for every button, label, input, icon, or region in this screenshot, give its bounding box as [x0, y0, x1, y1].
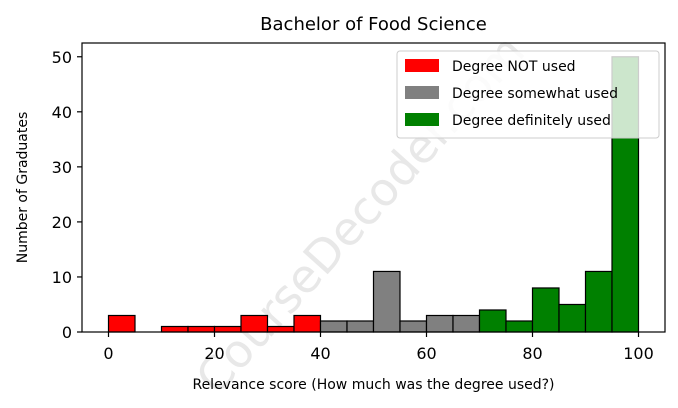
bar-0	[107, 314, 136, 333]
x-tick-label: 0	[103, 344, 113, 363]
x-tick-label: 20	[204, 344, 224, 363]
y-tick-label: 50	[52, 48, 72, 67]
legend-swatch	[405, 86, 439, 99]
legend-label: Degree somewhat used	[452, 86, 618, 102]
legend-swatch	[405, 59, 439, 72]
y-tick-label: 0	[62, 323, 72, 342]
x-tick-label: 60	[416, 344, 436, 363]
bar-40	[319, 320, 348, 333]
bar-30	[266, 325, 295, 333]
legend-box	[396, 50, 660, 139]
y-axis-label: Number of Graduates	[15, 112, 31, 264]
bar-20	[213, 325, 242, 333]
x-tick-label: 80	[522, 344, 542, 363]
chart-title: Bachelor of Food Science	[260, 14, 487, 35]
bar-65	[452, 314, 481, 333]
plot-frame	[81, 42, 666, 333]
legend-label: Degree NOT used	[452, 59, 576, 75]
bar-70	[478, 309, 507, 333]
legend: Degree NOT used Degree somewhat used Degre…	[396, 50, 660, 139]
bar-85	[558, 303, 587, 333]
bar-55	[399, 320, 428, 333]
bar-60	[425, 314, 454, 333]
bar-80	[531, 287, 560, 333]
bar-25	[240, 314, 269, 333]
y-tick-label: 40	[52, 103, 72, 122]
legend-swatch	[405, 113, 439, 126]
y-tick-label: 30	[52, 158, 72, 177]
x-axis-label: Relevance score (How much was the degree…	[192, 377, 554, 393]
x-axis-ticks: 0 20 40 60 80 100	[103, 332, 654, 363]
y-axis-ticks: 0 10 20 30 40 50	[52, 48, 82, 342]
legend-label: Degree definitely used	[452, 113, 611, 129]
bar-15	[187, 325, 216, 333]
y-tick-label: 10	[52, 268, 72, 287]
y-tick-label: 20	[52, 213, 72, 232]
bar-10	[160, 325, 189, 333]
x-tick-label: 100	[623, 344, 654, 363]
bar-90	[584, 270, 613, 333]
bar-35	[293, 314, 322, 333]
x-tick-label: 40	[310, 344, 330, 363]
bar-45	[346, 320, 375, 333]
bar-50	[372, 270, 401, 333]
bar-75	[505, 320, 534, 333]
